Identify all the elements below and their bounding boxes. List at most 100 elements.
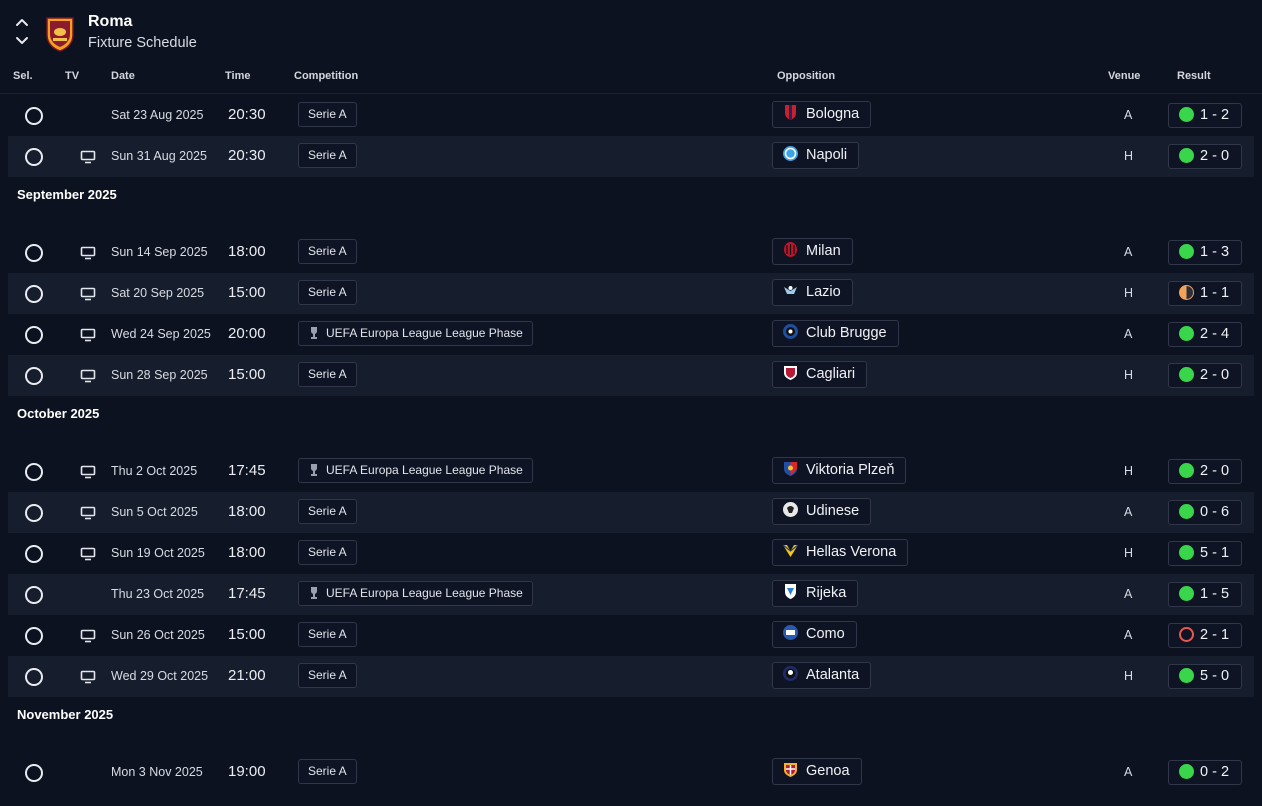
column-header-date[interactable]: Date [111,70,135,82]
result-chip[interactable]: 1 - 2 [1168,103,1242,128]
competition-chip[interactable]: Serie A [298,239,357,264]
select-radio[interactable] [25,545,43,563]
fixture-row[interactable]: Wed 24 Sep 2025 20:00 UEFA Europa League L… [8,314,1254,355]
result-chip[interactable]: 2 - 0 [1168,363,1242,388]
chevron-down-icon[interactable] [14,32,30,50]
opposition-chip[interactable]: Como [772,621,857,648]
fixture-row[interactable]: Sun 31 Aug 2025 20:30 Serie A Napoli H 2 - 0 [8,136,1254,177]
competition-chip[interactable]: UEFA Europa League League Phase [298,458,533,483]
competition-chip[interactable]: UEFA Europa League League Phase [298,581,533,606]
fixture-date: Thu 23 Oct 2025 [111,587,205,601]
result-chip[interactable]: 1 - 3 [1168,240,1242,265]
fixture-row[interactable]: Sun 26 Oct 2025 15:00 Serie A Como A 2 - 1 [8,615,1254,656]
team-crest-icon [44,15,76,53]
select-radio[interactable] [25,367,43,385]
select-radio[interactable] [25,107,43,125]
select-radio[interactable] [25,627,43,645]
column-header-venue[interactable]: Venue [1108,70,1141,82]
competition-chip[interactable]: UEFA Europa League League Phase [298,321,533,346]
fixture-time: 19:00 [228,763,266,780]
opposition-chip[interactable]: Bologna [772,101,872,128]
result-chip[interactable]: 2 - 4 [1168,322,1242,347]
venue: A [1124,505,1133,519]
fixture-row[interactable]: Thu 23 Oct 2025 17:45 UEFA Europa League L… [8,574,1254,615]
competition-name: Serie A [308,627,347,641]
fixture-row[interactable]: Wed 29 Oct 2025 21:00 Serie A Atalanta H 5 - … [8,656,1254,697]
fixture-row[interactable]: Sat 23 Aug 2025 20:30 Serie A Bologna A 1 - 2 [8,95,1254,136]
chevron-up-icon[interactable] [14,14,30,32]
fixture-row[interactable]: Sat 20 Sep 2025 15:00 Serie A Lazio H 1 - 1 [8,273,1254,314]
select-radio[interactable] [25,764,43,782]
result-chip[interactable]: 2 - 1 [1168,623,1242,648]
tv-icon [80,506,96,520]
win-dot-icon [1179,586,1194,601]
opposition-chip[interactable]: Rijeka [772,580,859,607]
opposition-chip[interactable]: Milan [772,238,853,265]
fixture-time: 18:00 [228,544,266,561]
opposition-chip[interactable]: Genoa [772,758,862,785]
competition-chip[interactable]: Serie A [298,362,357,387]
opposition-chip[interactable]: Udinese [772,498,872,525]
fixture-row[interactable]: Sun 19 Oct 2025 18:00 Serie A Hellas Verona… [8,533,1254,574]
fixture-row[interactable]: Sun 14 Sep 2025 18:00 Serie A Milan A 1 - 3 [8,232,1254,273]
column-header-sel[interactable]: Sel. [13,70,33,82]
column-header-result[interactable]: Result [1177,70,1211,82]
fixture-time: 15:00 [228,626,266,643]
result-chip[interactable]: 5 - 0 [1168,664,1242,689]
select-radio[interactable] [25,668,43,686]
opposition-chip[interactable]: Lazio [772,279,853,306]
result-chip[interactable]: 0 - 2 [1168,760,1242,785]
fixture-row[interactable]: Sun 28 Sep 2025 15:00 Serie A Cagliari H 2 - … [8,355,1254,396]
lazio-badge-icon [782,282,799,299]
fixture-row[interactable]: Sun 5 Oct 2025 18:00 Serie A Udinese A 0 - 6 [8,492,1254,533]
column-header-opposition[interactable]: Opposition [777,70,836,82]
select-radio[interactable] [25,148,43,166]
column-header-time[interactable]: Time [225,70,251,82]
fixture-row[interactable]: Mon 3 Nov 2025 19:00 Serie A Genoa A 0 - 2 [8,752,1254,793]
venue: A [1124,327,1133,341]
opposition-chip[interactable]: Club Brugge [772,320,899,347]
fixture-row[interactable]: Thu 2 Oct 2025 17:45 UEFA Europa League Le… [8,451,1254,492]
competition-chip[interactable]: Serie A [298,499,357,524]
select-radio[interactable] [25,586,43,604]
opposition-chip[interactable]: Viktoria Plzeň [772,457,907,484]
fixture-date: Sun 5 Oct 2025 [111,505,198,519]
opposition-chip[interactable]: Hellas Verona [772,539,909,566]
result-chip[interactable]: 2 - 0 [1168,144,1242,169]
competition-chip[interactable]: Serie A [298,540,357,565]
month-header: October 2025 [0,396,1262,451]
opposition-chip[interactable]: Atalanta [772,662,872,689]
result-chip[interactable]: 0 - 6 [1168,500,1242,525]
fixture-date: Sun 28 Sep 2025 [111,368,208,382]
fixture-date: Sun 19 Oct 2025 [111,546,205,560]
select-radio[interactable] [25,244,43,262]
win-dot-icon [1179,107,1194,122]
fixture-list[interactable]: Sat 23 Aug 2025 20:30 Serie A Bologna A 1 - 2… [0,95,1262,806]
column-header-tv[interactable]: TV [65,70,80,82]
result-chip[interactable]: 1 - 1 [1168,281,1242,306]
competition-name: Serie A [308,107,347,121]
tv-icon [80,465,96,479]
result-chip[interactable]: 5 - 1 [1168,541,1242,566]
competition-chip[interactable]: Serie A [298,663,357,688]
select-radio[interactable] [25,285,43,303]
column-header-competition[interactable]: Competition [294,70,359,82]
trophy-icon [308,325,320,339]
opposition-chip[interactable]: Napoli [772,142,860,169]
competition-name: UEFA Europa League League Phase [326,586,523,600]
fixture-date: Sun 26 Oct 2025 [111,628,205,642]
competition-chip[interactable]: Serie A [298,622,357,647]
select-radio[interactable] [25,326,43,344]
competition-chip[interactable]: Serie A [298,759,357,784]
competition-chip[interactable]: Serie A [298,102,357,127]
result-score: 2 - 0 [1200,148,1230,164]
competition-chip[interactable]: Serie A [298,143,357,168]
win-dot-icon [1179,463,1194,478]
result-chip[interactable]: 1 - 5 [1168,582,1242,607]
opposition-chip[interactable]: Cagliari [772,361,868,388]
select-radio[interactable] [25,504,43,522]
competition-chip[interactable]: Serie A [298,280,357,305]
result-chip[interactable]: 2 - 0 [1168,459,1242,484]
month-header: November 2025 [0,697,1262,752]
select-radio[interactable] [25,463,43,481]
